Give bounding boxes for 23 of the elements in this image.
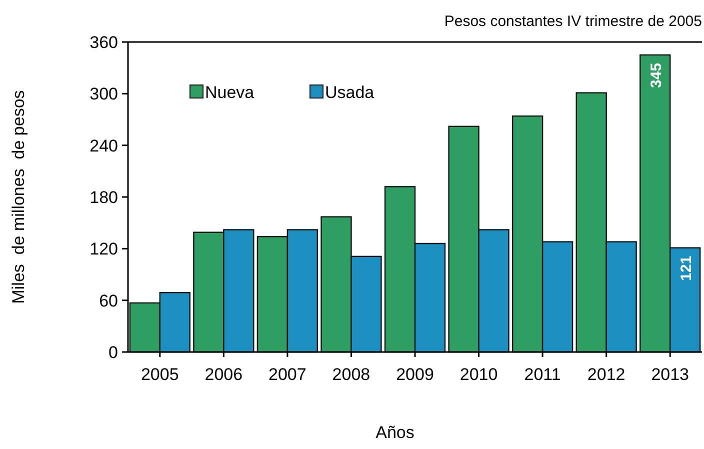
x-tick-label: 2005	[140, 365, 179, 384]
y-tick-label: 300	[90, 84, 118, 104]
y-axis-title: Miles de millones de pesos	[9, 90, 28, 304]
y-tick-label: 120	[90, 240, 118, 259]
data-label: 121	[678, 256, 696, 281]
x-tick-label: 2010	[460, 365, 498, 384]
y-tick-label: 360	[90, 32, 118, 52]
y-tick-label: 0	[108, 342, 118, 362]
y-tick-label: 240	[90, 136, 118, 156]
x-axis-title: Años	[376, 423, 414, 442]
chart-title: Pesos constantes IV trimestre de 2005	[444, 13, 702, 30]
x-tick-label: 2007	[268, 365, 306, 384]
x-tick-label: 2013	[651, 365, 690, 384]
data-label: 345	[648, 62, 666, 88]
y-tick-label: 60	[99, 291, 118, 310]
legend-label: Nueva	[205, 82, 255, 102]
x-tick-label: 2009	[396, 365, 434, 384]
legend-label: Usada	[325, 82, 375, 102]
x-tick-label: 2011	[524, 365, 561, 384]
y-tick-label: 180	[90, 188, 118, 207]
x-tick-label: 2012	[587, 365, 626, 384]
x-tick-label: 2006	[204, 365, 243, 384]
x-tick-label: 2008	[332, 365, 370, 384]
